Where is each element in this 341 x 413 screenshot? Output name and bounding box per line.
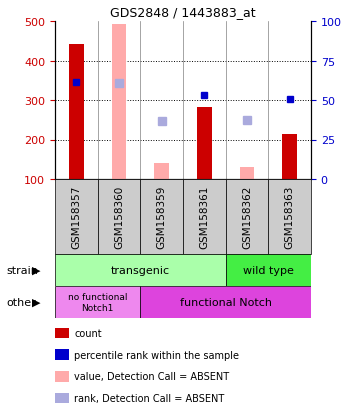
Text: other: other bbox=[7, 297, 36, 307]
Text: no functional
Notch1: no functional Notch1 bbox=[68, 292, 128, 312]
Bar bbox=[239, 168, 254, 180]
Text: ▶: ▶ bbox=[32, 297, 41, 307]
Text: GSM158359: GSM158359 bbox=[157, 185, 167, 249]
Bar bbox=[226, 254, 311, 286]
Bar bbox=[69, 45, 84, 180]
Bar bbox=[226, 180, 268, 254]
Text: strain: strain bbox=[7, 266, 39, 275]
Text: GSM158357: GSM158357 bbox=[71, 185, 81, 249]
Bar bbox=[268, 180, 311, 254]
Bar bbox=[55, 350, 69, 360]
Bar bbox=[112, 25, 127, 180]
Bar bbox=[154, 164, 169, 180]
Text: GSM158363: GSM158363 bbox=[285, 185, 295, 249]
Bar bbox=[55, 254, 226, 286]
Text: ▶: ▶ bbox=[32, 266, 41, 275]
Text: count: count bbox=[74, 328, 102, 338]
Bar bbox=[55, 180, 98, 254]
Title: GDS2848 / 1443883_at: GDS2848 / 1443883_at bbox=[110, 7, 256, 19]
Bar bbox=[55, 328, 69, 338]
Bar bbox=[140, 180, 183, 254]
Text: value, Detection Call = ABSENT: value, Detection Call = ABSENT bbox=[74, 371, 229, 382]
Text: GSM158362: GSM158362 bbox=[242, 185, 252, 249]
Text: rank, Detection Call = ABSENT: rank, Detection Call = ABSENT bbox=[74, 393, 224, 403]
Bar bbox=[183, 180, 226, 254]
Bar bbox=[55, 371, 69, 382]
Bar bbox=[98, 180, 140, 254]
Text: transgenic: transgenic bbox=[111, 266, 170, 275]
Text: wild type: wild type bbox=[243, 266, 294, 275]
Bar bbox=[140, 286, 311, 318]
Bar bbox=[197, 107, 212, 180]
Bar bbox=[55, 393, 69, 403]
Bar bbox=[55, 286, 140, 318]
Text: percentile rank within the sample: percentile rank within the sample bbox=[74, 350, 239, 360]
Text: GSM158361: GSM158361 bbox=[199, 185, 209, 249]
Text: GSM158360: GSM158360 bbox=[114, 185, 124, 249]
Bar bbox=[282, 134, 297, 180]
Text: functional Notch: functional Notch bbox=[180, 297, 272, 307]
